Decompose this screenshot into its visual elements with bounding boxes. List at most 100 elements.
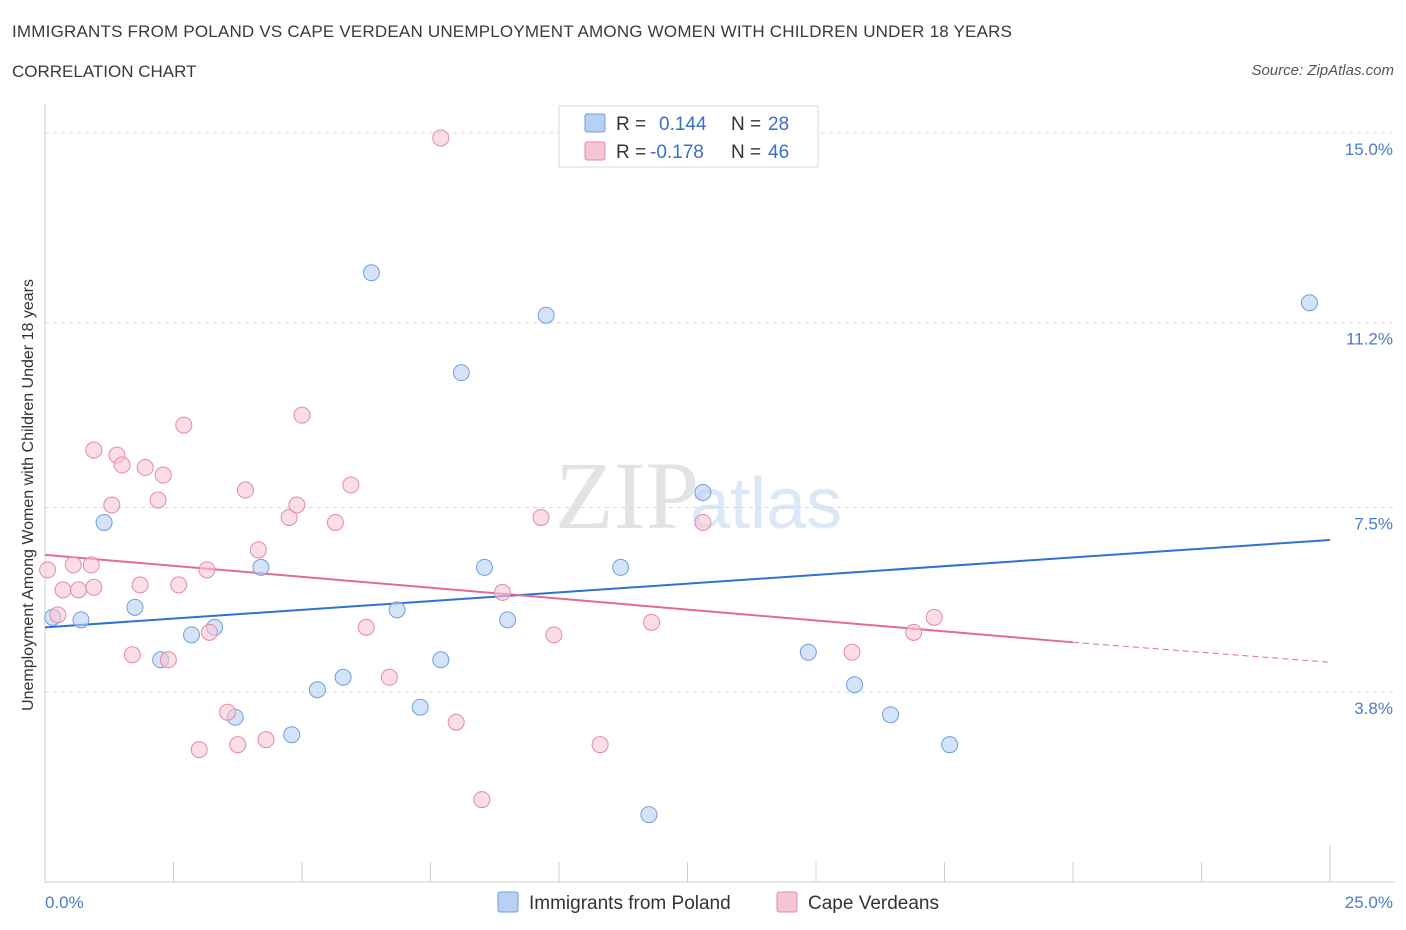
x-tick-label-max: 25.0% bbox=[1345, 893, 1393, 912]
data-point-cape bbox=[257, 731, 275, 749]
data-point-poland bbox=[499, 611, 517, 629]
data-point-poland bbox=[72, 611, 90, 629]
data-point-poland bbox=[640, 806, 658, 824]
data-point-cape bbox=[190, 741, 208, 759]
data-point-cape bbox=[925, 608, 943, 626]
watermark-zip: ZIP bbox=[555, 442, 699, 549]
legend-n-value-cape: 46 bbox=[768, 142, 789, 163]
data-point-poland bbox=[283, 726, 301, 744]
watermark-atlas: atlas bbox=[690, 464, 842, 544]
data-point-cape bbox=[493, 583, 511, 601]
data-point-cape bbox=[39, 561, 57, 579]
data-point-cape bbox=[357, 618, 375, 636]
data-point-cape bbox=[159, 651, 177, 669]
y-tick-label: 7.5% bbox=[1354, 514, 1393, 533]
y-tick-label: 11.2% bbox=[1346, 330, 1393, 349]
data-point-cape bbox=[249, 541, 267, 559]
data-point-cape bbox=[545, 626, 563, 644]
data-point-cape bbox=[82, 556, 100, 574]
data-point-cape bbox=[229, 736, 247, 754]
data-point-cape bbox=[643, 613, 661, 631]
data-point-cape bbox=[905, 623, 923, 641]
data-point-cape bbox=[218, 703, 236, 721]
data-point-cape bbox=[280, 508, 298, 526]
data-point-cape bbox=[131, 576, 149, 594]
source-note: Source: ZipAtlas.com bbox=[1251, 62, 1394, 79]
data-point-cape bbox=[103, 496, 121, 514]
data-point-cape bbox=[532, 508, 550, 526]
legend-r-value-cape: -0.178 bbox=[650, 142, 704, 163]
legend-n-value-poland: 28 bbox=[768, 114, 789, 135]
data-point-cape bbox=[342, 476, 360, 494]
data-point-poland bbox=[126, 598, 144, 616]
data-point-cape bbox=[326, 513, 344, 531]
trend-line-cape bbox=[44, 553, 1074, 644]
data-point-cape bbox=[591, 736, 609, 754]
data-point-cape bbox=[149, 491, 167, 509]
data-point-cape bbox=[380, 668, 398, 686]
axes bbox=[44, 104, 1395, 883]
legend-swatch-poland bbox=[584, 113, 606, 133]
data-point-cape bbox=[123, 646, 141, 664]
data-point-poland bbox=[182, 626, 200, 644]
data-point-poland bbox=[694, 484, 712, 502]
bottom-legend-swatch-cape bbox=[776, 891, 798, 913]
data-point-cape bbox=[473, 791, 491, 809]
bottom-legend-label-cape: Cape Verdeans bbox=[808, 893, 939, 914]
data-point-poland bbox=[846, 676, 864, 694]
data-point-cape bbox=[293, 406, 311, 424]
data-point-poland bbox=[308, 681, 326, 699]
legend-r-value-poland: 0.144 bbox=[659, 114, 707, 135]
data-point-poland bbox=[411, 698, 429, 716]
data-points bbox=[39, 129, 1318, 824]
data-point-cape bbox=[447, 713, 465, 731]
chart-title: IMMIGRANTS FROM POLAND VS CAPE VERDEAN U… bbox=[12, 22, 1013, 41]
data-point-poland bbox=[362, 264, 380, 282]
data-point-poland bbox=[941, 736, 959, 754]
trend-line-cape-extension bbox=[1072, 641, 1331, 663]
data-point-cape bbox=[69, 581, 87, 599]
trend-lines bbox=[44, 538, 1331, 663]
data-point-cape bbox=[136, 459, 154, 477]
chart-subtitle: CORRELATION CHART bbox=[12, 62, 197, 81]
data-point-poland bbox=[799, 643, 817, 661]
data-point-cape bbox=[85, 578, 103, 596]
y-axis-label: Unemployment Among Women with Children U… bbox=[20, 279, 37, 711]
data-point-cape bbox=[200, 623, 218, 641]
data-point-cape bbox=[170, 576, 188, 594]
x-tick-label-min: 0.0% bbox=[45, 893, 84, 912]
legend-n-label: N = bbox=[731, 114, 761, 135]
data-point-poland bbox=[388, 601, 406, 619]
data-point-cape bbox=[198, 561, 216, 579]
data-point-cape bbox=[843, 643, 861, 661]
data-point-cape bbox=[85, 441, 103, 459]
legend-swatch-cape bbox=[584, 141, 606, 161]
data-point-poland bbox=[252, 558, 270, 576]
data-point-cape bbox=[175, 416, 193, 434]
data-point-poland bbox=[334, 668, 352, 686]
grid bbox=[45, 132, 1395, 693]
data-point-poland bbox=[475, 558, 493, 576]
bottom-legend-label-poland: Immigrants from Poland bbox=[529, 893, 731, 914]
legend-n-label: N = bbox=[731, 142, 761, 163]
y-tick-labels: 3.8% 7.5% 11.2% 15.0% bbox=[1345, 140, 1393, 718]
data-point-poland bbox=[882, 706, 900, 724]
y-tick-label: 15.0% bbox=[1345, 140, 1393, 159]
data-point-cape bbox=[49, 606, 67, 624]
legend-r-label: R = bbox=[616, 142, 646, 163]
data-point-poland bbox=[612, 558, 630, 576]
y-tick-label: 3.8% bbox=[1354, 699, 1393, 718]
data-point-poland bbox=[537, 306, 555, 324]
data-point-poland bbox=[452, 364, 470, 382]
legend-r-label: R = bbox=[616, 114, 646, 135]
correlation-legend: R = 0.144 N = 28 R = -0.178 N = 46 bbox=[558, 105, 819, 168]
data-point-poland bbox=[432, 651, 450, 669]
data-point-cape bbox=[113, 456, 131, 474]
trend-line-poland bbox=[44, 538, 1331, 629]
series-legend: Immigrants from Poland Cape Verdeans bbox=[497, 891, 939, 914]
data-point-poland bbox=[1300, 294, 1318, 312]
data-point-cape bbox=[54, 581, 72, 599]
data-point-poland bbox=[95, 513, 113, 531]
bottom-legend-swatch-poland bbox=[497, 891, 519, 913]
